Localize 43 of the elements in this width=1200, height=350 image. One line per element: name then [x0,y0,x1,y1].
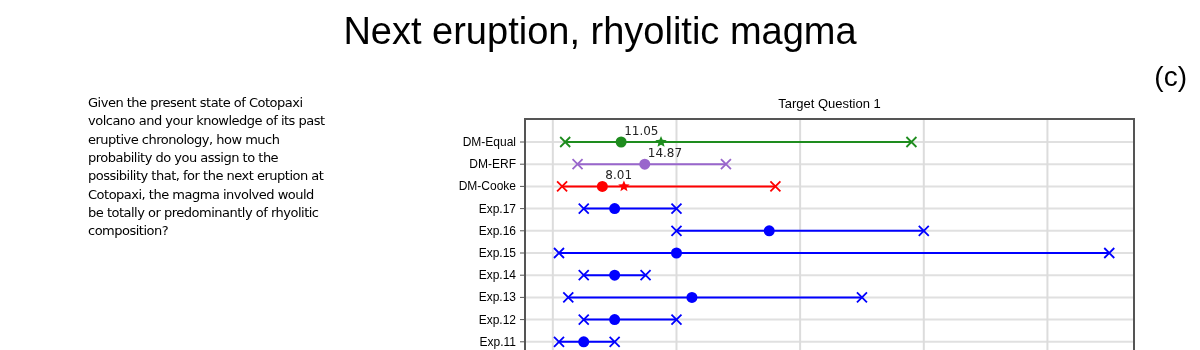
point [639,158,651,170]
point [609,314,621,326]
text: Next eruption, rhyolitic magma [343,10,858,52]
point [917,224,930,237]
point [618,180,630,192]
point [670,224,683,237]
y-tick-label: Exp.11 [479,334,517,349]
y-tick-label: DM-Cooke [458,179,517,194]
point [571,158,584,171]
point [553,247,565,259]
point [609,203,621,215]
point [856,291,868,304]
data-label: 8.01 [605,168,633,183]
point [670,247,682,259]
y-tick-label: DM-Equal [462,135,516,149]
point [763,225,775,237]
point [553,335,565,348]
data-label: 11.05 [624,124,659,138]
point [562,291,575,304]
text: Given the present state of Cotopaxi volcano and your knowledge of its past eruptive chronology, how much probability do you assign to the possibility that, for the next eruption at Cotopaxi, the magma involved would be totally or predominantly of rhyolitic composition? [88,95,326,239]
y-tick-label: Exp.16 [478,223,517,238]
point [1103,247,1116,259]
chart-title: Target Question 1 [778,96,881,111]
point [608,335,621,348]
y-tick-label: Exp.12 [478,312,517,327]
point [577,202,590,215]
y-tick-label: Exp.14 [478,268,517,283]
point [639,269,652,282]
point [686,291,698,303]
text: (c) [1154,61,1187,92]
y-tick-label: Exp.17 [478,201,517,216]
point [670,202,683,215]
y-tick-label: DM-ERF [469,157,516,172]
data-label: 14.87 [647,146,683,161]
point [609,269,621,281]
point [670,313,683,326]
point [577,313,590,326]
point [578,336,590,348]
point [655,136,667,147]
y-tick-label: Exp.13 [478,290,517,305]
point [720,158,732,171]
point [577,269,590,282]
y-tick-label: Exp.15 [478,246,517,260]
